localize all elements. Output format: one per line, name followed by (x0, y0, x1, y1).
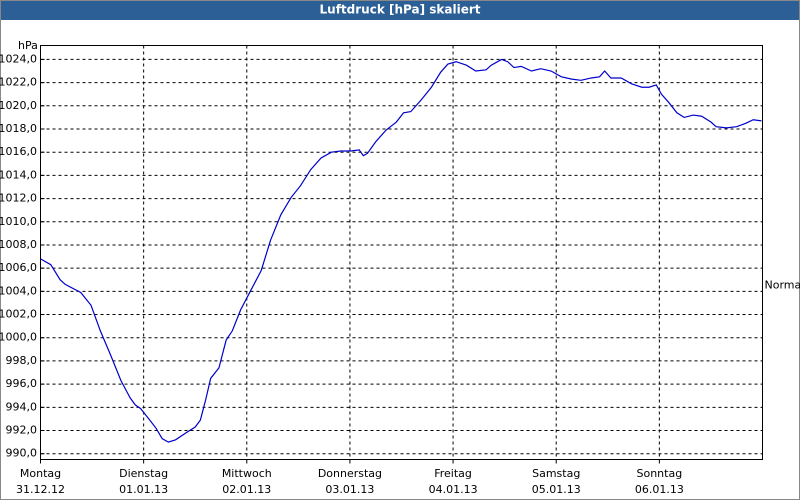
y-tick-label: 1010,0 (0, 215, 37, 228)
annotation: Normal (765, 279, 800, 292)
x-tick-date: 06.01.13 (635, 483, 684, 496)
x-tick-label: Mittwoch (222, 467, 272, 480)
y-tick-label: 992,0 (6, 424, 38, 437)
chart-title: Luftdruck [hPa] skaliert (320, 3, 481, 17)
y-tick-label: 1014,0 (0, 168, 37, 181)
y-tick-label: 996,0 (6, 377, 38, 390)
x-tick-date: 01.01.13 (119, 483, 168, 496)
y-tick-label: 1006,0 (0, 261, 37, 274)
y-tick-label: 990,0 (6, 447, 38, 460)
x-tick-date: 02.01.13 (222, 483, 271, 496)
y-tick-label: 1004,0 (0, 284, 37, 297)
x-tick-date: 03.01.13 (325, 483, 374, 496)
y-tick-label: 1016,0 (0, 145, 37, 158)
x-tick-label: Freitag (434, 467, 472, 480)
x-tick-label: Sonntag (637, 467, 683, 480)
x-tick-date: 31.12.12 (16, 483, 65, 496)
data-line (40, 58, 762, 443)
x-tick-label: Samstag (532, 467, 580, 480)
y-tick-label: 1000,0 (0, 331, 37, 344)
x-tick-label: Donnerstag (318, 467, 382, 480)
title-bar (0, 0, 800, 20)
y-tick-label: 994,0 (6, 400, 38, 413)
y-tick-label: 1020,0 (0, 99, 37, 112)
y-axis-label: hPa (18, 39, 38, 52)
y-tick-label: 998,0 (6, 354, 38, 367)
y-tick-label: 1012,0 (0, 192, 37, 205)
y-tick-label: 1022,0 (0, 76, 37, 89)
x-tick-date: 05.01.13 (532, 483, 581, 496)
y-tick-label: 1008,0 (0, 238, 37, 251)
x-tick-label: Dienstag (119, 467, 168, 480)
y-tick-label: 1018,0 (0, 122, 37, 135)
x-tick-date: 04.01.13 (429, 483, 478, 496)
y-tick-label: 1002,0 (0, 308, 37, 321)
y-tick-label: 1024,0 (0, 52, 37, 65)
x-tick-label: Montag (20, 467, 61, 480)
